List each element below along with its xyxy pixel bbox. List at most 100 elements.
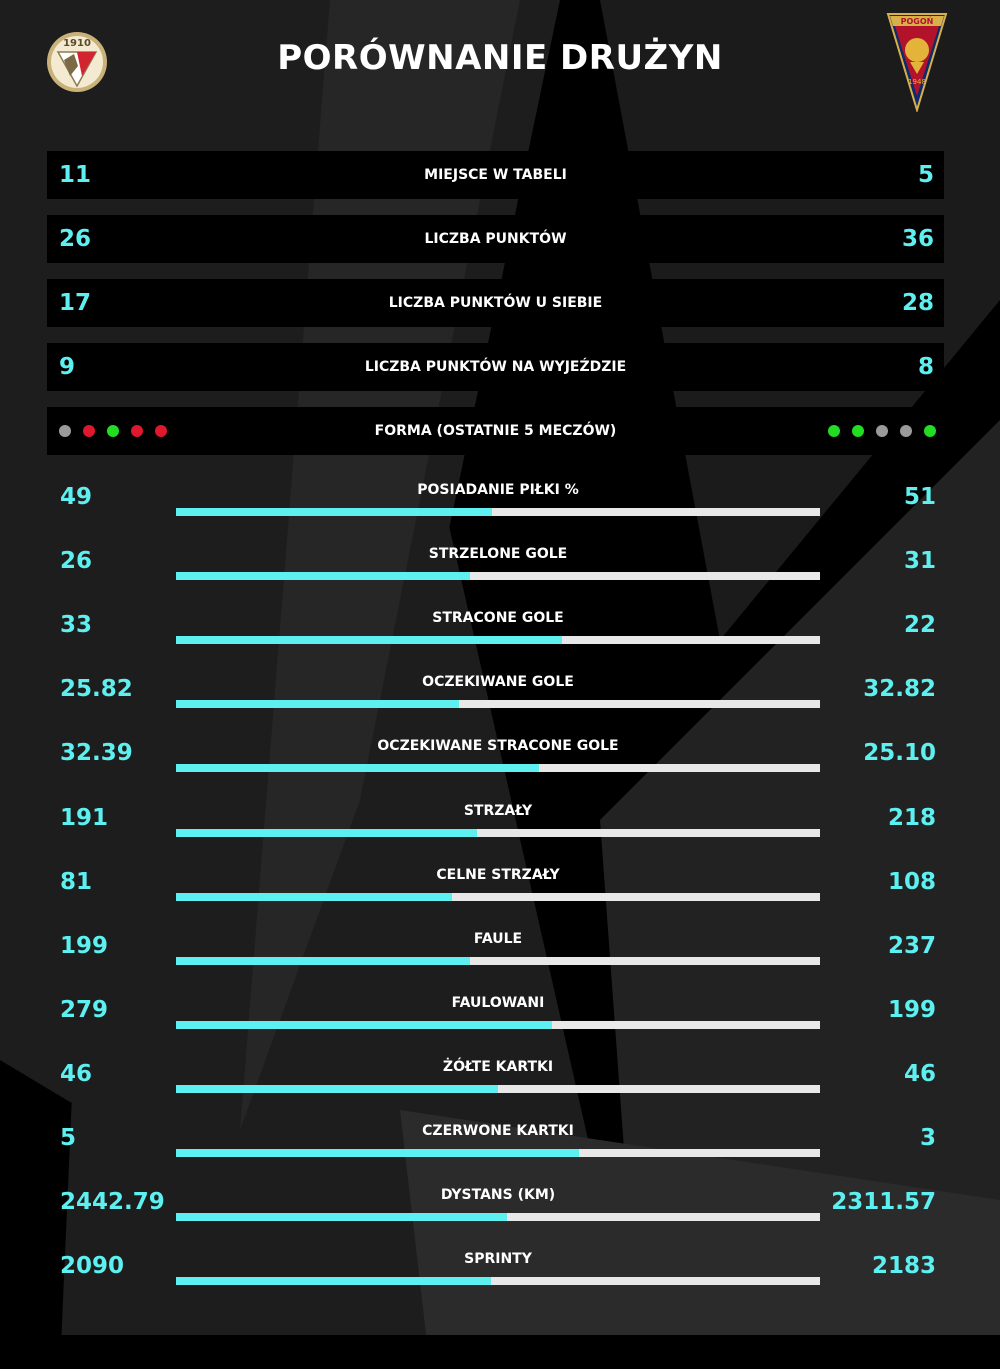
svg-text:1948: 1948 (908, 78, 926, 86)
home-share-fill (176, 1213, 508, 1222)
away-value: 2311.57 (831, 1189, 936, 1216)
stat-label: LICZBA PUNKTÓW NA WYJEŹDZIE (364, 359, 627, 375)
stat-bar-row: 5 CZERWONE KARTKI 3 (0, 1115, 1000, 1179)
stat-bar-row: 46 ŻÓŁTE KARTKI 46 (0, 1051, 1000, 1115)
stat-label: CZERWONE KARTKI (422, 1123, 574, 1139)
home-value: 2442.79 (60, 1189, 165, 1216)
stat-bar-row: 199 FAULE 237 (0, 923, 1000, 987)
away-value: 28 (901, 290, 934, 316)
comparison-bar (176, 700, 820, 709)
comparison-bar (176, 828, 820, 837)
home-value: 81 (60, 868, 93, 895)
stat-label: CELNE STRZAŁY (436, 866, 560, 883)
comparison-bar (176, 1213, 820, 1222)
stat-label: LICZBA PUNKTÓW (424, 231, 567, 247)
away-form-dots (828, 425, 936, 437)
stat-label: STRACONE GOLE (432, 610, 564, 627)
away-value: 3 (919, 1125, 936, 1151)
stat-label: POSIADANIE PIŁKI % (417, 482, 579, 498)
home-value: 26 (59, 226, 92, 252)
summary-row: 11 MIEJSCE W TABELI 5 (47, 151, 944, 199)
away-value: 22 (903, 612, 936, 639)
stat-label: STRZAŁY (463, 802, 533, 819)
comparison-bar (176, 572, 820, 581)
comparison-bar (176, 1277, 820, 1286)
away-value: 51 (903, 484, 936, 510)
away-value: 31 (903, 548, 936, 575)
away-value: 237 (887, 932, 936, 959)
away-form-win-dot (924, 425, 936, 437)
stat-label: OCZEKIWANE STRACONE GOLE (377, 738, 619, 755)
home-value: 2090 (60, 1253, 125, 1280)
away-value: 199 (887, 996, 936, 1023)
summary-row: 9 LICZBA PUNKTÓW NA WYJEŹDZIE 8 (47, 343, 944, 391)
stat-label: MIEJSCE W TABELI (424, 167, 567, 183)
stat-bar-row: 32.39 OCZEKIWANE STRACONE GOLE 25.10 (0, 730, 1000, 794)
home-value: 26 (60, 548, 93, 575)
stat-label: FAULE (473, 930, 523, 947)
home-share-fill (176, 1020, 553, 1029)
away-form-draw-dot (876, 425, 888, 437)
home-form-loss-dot (83, 425, 95, 437)
comparison-bar (176, 956, 820, 965)
home-form-loss-dot (131, 425, 143, 437)
stat-bar-row: 25.82 OCZEKIWANE GOLE 32.82 (0, 666, 1000, 730)
stat-bar-row: 26 STRZELONE GOLE 31 (0, 538, 1000, 602)
home-share-fill (176, 1084, 498, 1093)
away-value: 25.10 (863, 740, 936, 767)
away-value: 8 (917, 354, 934, 380)
summary-row: 26 LICZBA PUNKTÓW 36 (47, 215, 944, 263)
home-share-fill (176, 508, 492, 516)
stat-label: ŻÓŁTE KARTKI (442, 1058, 554, 1075)
away-value: 2183 (871, 1253, 936, 1280)
comparison-bar (176, 1084, 820, 1093)
home-share-fill (176, 828, 477, 837)
stat-label: OCZEKIWANE GOLE (422, 674, 574, 691)
home-value: 46 (60, 1060, 93, 1087)
home-value: 5 (60, 1125, 77, 1151)
stat-label: LICZBA PUNKTÓW U SIEBIE (388, 295, 603, 311)
away-value: 36 (901, 226, 934, 252)
away-value: 32.82 (863, 676, 936, 703)
home-share-fill (176, 1149, 579, 1157)
stat-bar-row: 33 STRACONE GOLE 22 (0, 602, 1000, 666)
page-title: PORÓWNANIE DRUŻYN (277, 38, 723, 78)
home-share-fill (176, 956, 470, 965)
home-share-fill (176, 572, 470, 581)
stat-bar-row: 191 STRZAŁY 218 (0, 795, 1000, 859)
home-share-fill (176, 892, 453, 901)
comparison-bar (176, 636, 820, 645)
away-form-draw-dot (900, 425, 912, 437)
svg-text:POGOŃ: POGOŃ (901, 15, 934, 26)
stat-bar-row: 2090 SPRINTY 2183 (0, 1243, 1000, 1307)
home-share-fill (176, 700, 460, 709)
away-form-win-dot (828, 425, 840, 437)
stat-label: SPRINTY (464, 1251, 532, 1268)
home-value: 33 (60, 612, 93, 639)
home-form-draw-dot (59, 425, 71, 437)
stat-bar-row: 279 FAULOWANI 199 (0, 987, 1000, 1051)
away-form-win-dot (852, 425, 864, 437)
away-value: 108 (887, 868, 936, 895)
form-label: FORMA (OSTATNIE 5 MECZÓW) (374, 423, 617, 439)
stat-label: STRZELONE GOLE (428, 546, 568, 563)
home-value: 11 (59, 162, 92, 188)
comparison-bar (176, 764, 820, 773)
comparison-bar (176, 1149, 820, 1157)
stat-bar-row: 49 POSIADANIE PIŁKI % 51 (0, 474, 1000, 538)
pogon-crest-icon: POGOŃ 1948 (886, 13, 948, 112)
stat-label: FAULOWANI (451, 994, 545, 1011)
home-form-loss-dot (155, 425, 167, 437)
home-form-win-dot (107, 425, 119, 437)
home-share-fill (176, 636, 563, 645)
stat-label: DYSTANS (KM) (440, 1187, 556, 1204)
home-value: 49 (60, 484, 93, 510)
stat-bar-row: 81 CELNE STRZAŁY 108 (0, 859, 1000, 923)
form-row: FORMA (OSTATNIE 5 MECZÓW) (47, 407, 944, 455)
stat-bar-row: 2442.79 DYSTANS (KM) 2311.57 (0, 1179, 1000, 1243)
svg-text:1910: 1910 (63, 38, 91, 49)
home-value: 9 (59, 354, 76, 380)
home-value: 279 (60, 996, 109, 1023)
home-form-dots (59, 425, 167, 437)
